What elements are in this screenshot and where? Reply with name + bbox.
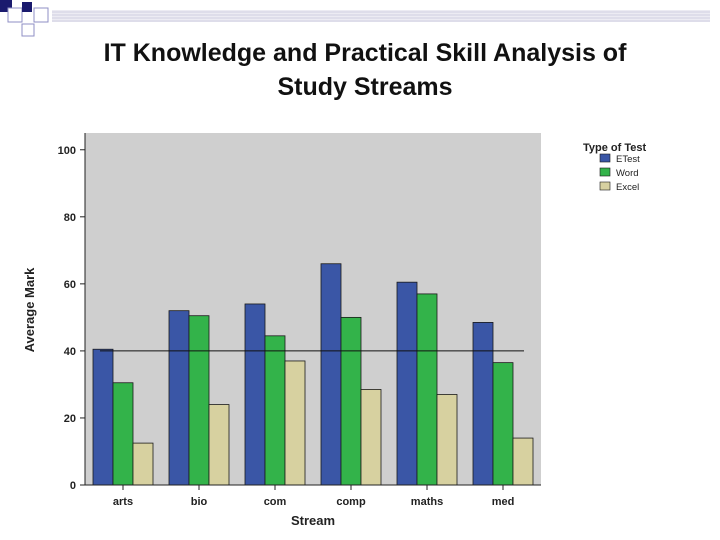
header-decoration (0, 0, 710, 37)
legend-swatch-etest (599, 153, 611, 163)
header-stripe (52, 10, 710, 22)
bar-etest-maths (396, 281, 418, 486)
legend-swatch-excel (599, 181, 611, 191)
bar-etest-comp (320, 263, 342, 486)
bar-excel-comp (360, 389, 382, 486)
bar-excel-com (284, 360, 306, 486)
bar-etest-bio (168, 310, 190, 486)
y-tick-label: 20 (64, 413, 76, 425)
bar-word-arts (112, 382, 134, 486)
bar-excel-med (512, 437, 534, 486)
legend-label-etest: ETest (616, 154, 640, 165)
bar-excel-maths (436, 394, 458, 486)
x-tick-label: maths (411, 496, 443, 508)
x-tick-label: comp (336, 496, 366, 508)
bar-word-med (492, 362, 514, 486)
x-axis-label: Stream (291, 513, 335, 528)
bar-word-maths (416, 293, 438, 486)
deco-square-outline (7, 7, 23, 23)
x-ticks-group: arts bio com comp maths med (113, 485, 514, 508)
x-tick-label: med (492, 496, 515, 508)
bar-excel-bio (208, 404, 230, 486)
legend-label-excel: Excel (616, 182, 639, 193)
x-tick-label: com (264, 496, 287, 508)
legend-label-word: Word (616, 168, 639, 179)
legend-swatch-word (599, 167, 611, 177)
deco-square-small (22, 2, 32, 12)
bar-word-com (264, 335, 286, 486)
y-tick-label: 100 (58, 145, 76, 157)
y-tick-label: 40 (64, 346, 76, 358)
bar-etest-arts (92, 348, 114, 486)
x-tick-label: bio (191, 496, 208, 508)
deco-square-outline-3 (21, 23, 35, 37)
x-tick-label: arts (113, 496, 133, 508)
slide-title-line-1: IT Knowledge and Practical Skill Analysi… (103, 39, 627, 67)
bar-etest-med (472, 322, 494, 486)
y-tick-label: 60 (64, 279, 76, 291)
y-tick-label: 80 (64, 212, 76, 224)
bar-word-bio (188, 315, 210, 486)
slide-title: IT Knowledge and Practical Skill Analysi… (40, 36, 690, 104)
bar-etest-com (244, 303, 266, 486)
bars-group (92, 263, 534, 486)
plot-area (85, 133, 541, 485)
deco-square-outline-2 (33, 7, 49, 23)
bar-excel-arts (132, 442, 154, 486)
slide-title-line-2: Study Streams (277, 73, 453, 101)
y-ticks-group: 0 20 40 60 80 100 (58, 145, 85, 492)
bar-word-comp (340, 316, 362, 486)
y-tick-label: 0 (70, 480, 76, 492)
legend: Type of Test ETest Word Excel (583, 142, 646, 193)
y-axis-label: Average Mark (22, 267, 37, 353)
legend-title: Type of Test (583, 142, 646, 154)
